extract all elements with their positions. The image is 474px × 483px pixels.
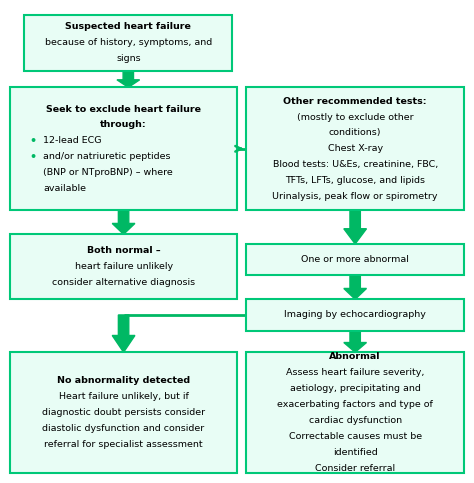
- Text: 12-lead ECG: 12-lead ECG: [43, 136, 102, 145]
- Text: •: •: [29, 152, 36, 162]
- Text: Heart failure unlikely, but if: Heart failure unlikely, but if: [59, 392, 189, 401]
- FancyBboxPatch shape: [10, 87, 237, 210]
- Text: cardiac dysfunction: cardiac dysfunction: [309, 416, 402, 425]
- FancyBboxPatch shape: [246, 87, 464, 210]
- Text: exacerbating factors and type of: exacerbating factors and type of: [277, 400, 433, 409]
- Text: TFTs, LFTs, glucose, and lipids: TFTs, LFTs, glucose, and lipids: [285, 176, 425, 185]
- Text: Correctable causes must be: Correctable causes must be: [289, 432, 422, 441]
- FancyBboxPatch shape: [246, 299, 464, 330]
- FancyBboxPatch shape: [246, 244, 464, 275]
- Text: signs: signs: [116, 54, 141, 63]
- FancyBboxPatch shape: [10, 352, 237, 473]
- Polygon shape: [117, 71, 140, 87]
- Text: diastolic dysfunction and consider: diastolic dysfunction and consider: [43, 424, 205, 433]
- Text: identified: identified: [333, 448, 377, 457]
- Text: •: •: [29, 136, 36, 146]
- Text: consider alternative diagnosis: consider alternative diagnosis: [52, 278, 195, 287]
- Text: One or more abnormal: One or more abnormal: [301, 255, 409, 264]
- Text: through:: through:: [100, 120, 147, 129]
- Text: referral for specialist assessment: referral for specialist assessment: [44, 440, 203, 449]
- Text: Urinalysis, peak flow or spirometry: Urinalysis, peak flow or spirometry: [273, 192, 438, 201]
- Text: (BNP or NTproBNP) – where: (BNP or NTproBNP) – where: [43, 168, 173, 177]
- Text: No abnormality detected: No abnormality detected: [57, 376, 190, 385]
- Polygon shape: [112, 315, 135, 352]
- Polygon shape: [344, 275, 366, 299]
- Text: Blood tests: U&Es, creatinine, FBC,: Blood tests: U&Es, creatinine, FBC,: [273, 160, 438, 169]
- Text: available: available: [43, 184, 86, 193]
- Text: Abnormal: Abnormal: [329, 352, 381, 361]
- Text: Consider referral: Consider referral: [315, 464, 395, 472]
- Polygon shape: [112, 210, 135, 234]
- Polygon shape: [344, 210, 366, 244]
- Text: because of history, symptoms, and: because of history, symptoms, and: [45, 38, 212, 47]
- Text: Other recommended tests:: Other recommended tests:: [283, 97, 427, 106]
- Text: diagnostic doubt persists consider: diagnostic doubt persists consider: [42, 408, 205, 417]
- Text: heart failure unlikely: heart failure unlikely: [74, 262, 173, 271]
- Text: Assess heart failure severity,: Assess heart failure severity,: [286, 368, 424, 377]
- Text: Seek to exclude heart failure: Seek to exclude heart failure: [46, 104, 201, 114]
- Text: aetiology, precipitating and: aetiology, precipitating and: [290, 384, 420, 393]
- Text: (mostly to exclude other: (mostly to exclude other: [297, 113, 413, 122]
- FancyBboxPatch shape: [24, 15, 232, 71]
- Polygon shape: [344, 330, 366, 352]
- Text: Suspected heart failure: Suspected heart failure: [65, 22, 191, 31]
- Text: conditions): conditions): [329, 128, 382, 137]
- Text: Both normal –: Both normal –: [87, 246, 160, 256]
- FancyBboxPatch shape: [246, 352, 464, 473]
- Text: Imaging by echocardiography: Imaging by echocardiography: [284, 311, 426, 319]
- Text: and/or natriuretic peptides: and/or natriuretic peptides: [43, 152, 171, 161]
- Text: Chest X-ray: Chest X-ray: [328, 144, 383, 153]
- FancyBboxPatch shape: [10, 234, 237, 299]
